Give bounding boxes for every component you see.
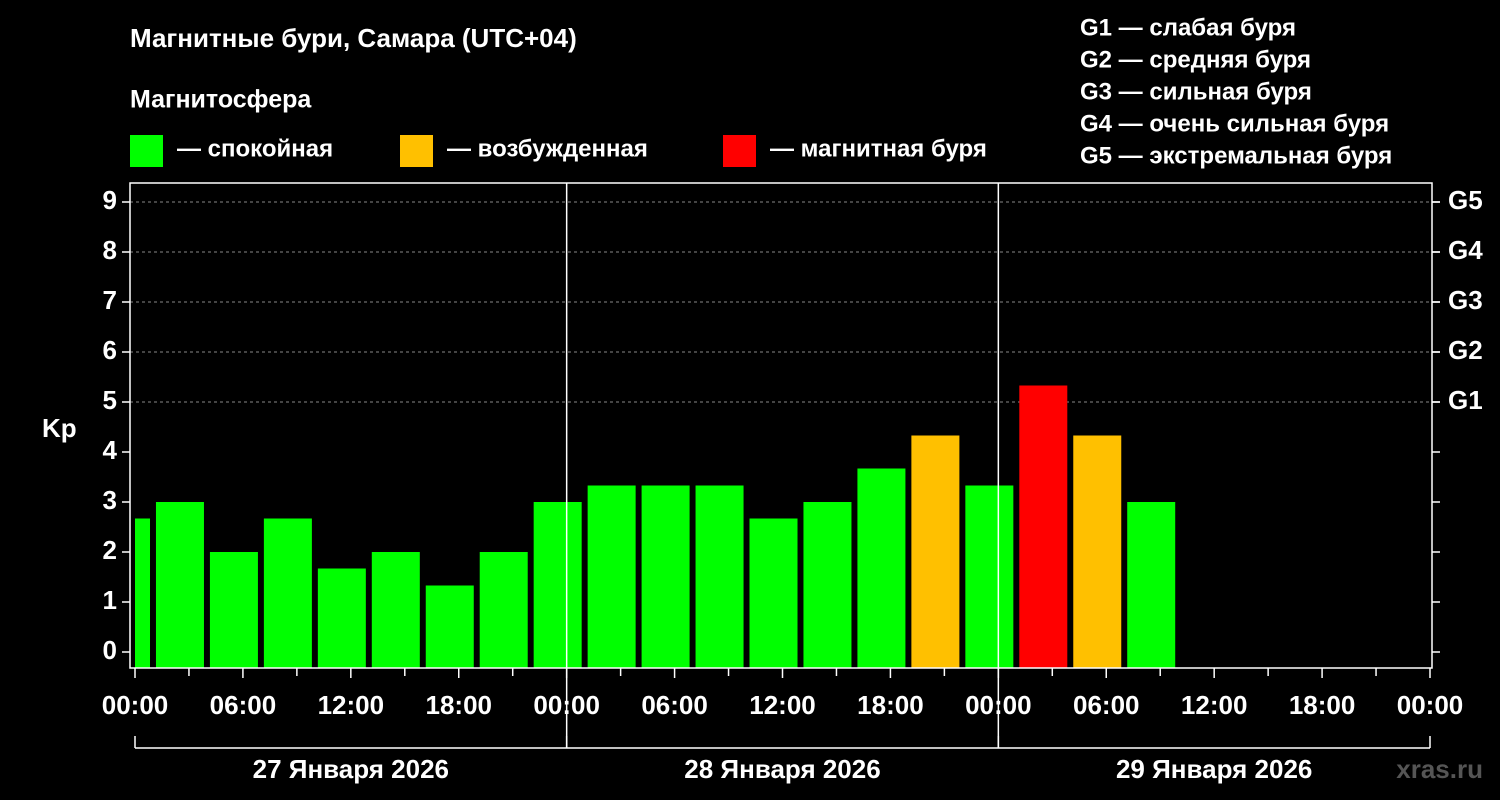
bar bbox=[155, 502, 204, 668]
bar bbox=[695, 485, 744, 668]
legend-label: — магнитная буря bbox=[770, 135, 987, 162]
y-tick-label: 0 bbox=[103, 635, 117, 665]
bar bbox=[209, 552, 258, 668]
bar bbox=[911, 435, 960, 668]
y-axis-label: Kp bbox=[42, 413, 77, 443]
y-tick-label: 7 bbox=[103, 285, 117, 315]
plot-frame bbox=[129, 182, 1433, 669]
x-tick-label: 06:00 bbox=[210, 690, 277, 720]
bar bbox=[135, 518, 151, 668]
bar bbox=[587, 485, 636, 668]
bar bbox=[1019, 385, 1068, 668]
x-tick-label: 12:00 bbox=[318, 690, 385, 720]
day-label: 27 Января 2026 bbox=[253, 754, 449, 784]
g-scale-entry: G5 — экстремальная буря bbox=[1080, 142, 1392, 169]
y-tick-label: 6 bbox=[103, 335, 117, 365]
bar bbox=[641, 485, 690, 668]
bar bbox=[425, 585, 474, 668]
y-tick-label: 2 bbox=[103, 535, 117, 565]
legend-swatch bbox=[723, 135, 756, 167]
day-label: 28 Января 2026 bbox=[684, 754, 880, 784]
y-tick-label: 3 bbox=[103, 485, 117, 515]
x-tick-label: 18:00 bbox=[426, 690, 493, 720]
watermark: xras.ru bbox=[1396, 754, 1483, 784]
g-scale-entry: G4 — очень сильная буря bbox=[1080, 110, 1389, 137]
legend-label: — спокойная bbox=[177, 135, 333, 162]
y-tick-label: 9 bbox=[103, 185, 117, 215]
bar bbox=[749, 518, 798, 668]
bar bbox=[263, 518, 312, 668]
g-scale-entry: G2 — средняя буря bbox=[1080, 46, 1311, 73]
y2-tick-label: G1 bbox=[1448, 385, 1483, 415]
y2-tick-label: G2 bbox=[1448, 335, 1483, 365]
legend-label: — возбужденная bbox=[447, 135, 648, 162]
x-tick-label: 06:00 bbox=[641, 690, 708, 720]
x-tick-label: 12:00 bbox=[749, 690, 816, 720]
x-tick-label: 12:00 bbox=[1181, 690, 1248, 720]
y2-tick-label: G3 bbox=[1448, 285, 1483, 315]
y2-tick-label: G5 bbox=[1448, 185, 1483, 215]
y-tick-label: 4 bbox=[103, 435, 118, 465]
bar bbox=[479, 552, 528, 668]
y-tick-label: 1 bbox=[103, 585, 117, 615]
g-scale-entry: G3 — сильная буря bbox=[1080, 78, 1312, 105]
bar bbox=[533, 502, 582, 668]
y-tick-label: 5 bbox=[103, 385, 117, 415]
bar bbox=[1127, 502, 1176, 668]
x-tick-label: 00:00 bbox=[102, 690, 169, 720]
bar bbox=[803, 502, 852, 668]
bar bbox=[1073, 435, 1122, 668]
chart-title: Магнитные бури, Самара (UTC+04) bbox=[130, 23, 577, 53]
x-tick-label: 06:00 bbox=[1073, 690, 1140, 720]
bar bbox=[371, 552, 420, 668]
bar bbox=[965, 485, 1014, 668]
g-scale-entry: G1 — слабая буря bbox=[1080, 14, 1296, 41]
x-tick-label: 18:00 bbox=[1289, 690, 1356, 720]
legend-swatch bbox=[130, 135, 163, 167]
y2-tick-label: G4 bbox=[1448, 235, 1483, 265]
y-tick-label: 8 bbox=[103, 235, 117, 265]
day-label: 29 Января 2026 bbox=[1116, 754, 1312, 784]
legend-title: Магнитосфера bbox=[130, 86, 312, 114]
bar bbox=[857, 468, 906, 668]
legend-swatch bbox=[400, 135, 433, 167]
x-tick-label: 00:00 bbox=[1397, 690, 1464, 720]
bar bbox=[317, 568, 366, 668]
x-tick-label: 18:00 bbox=[857, 690, 924, 720]
